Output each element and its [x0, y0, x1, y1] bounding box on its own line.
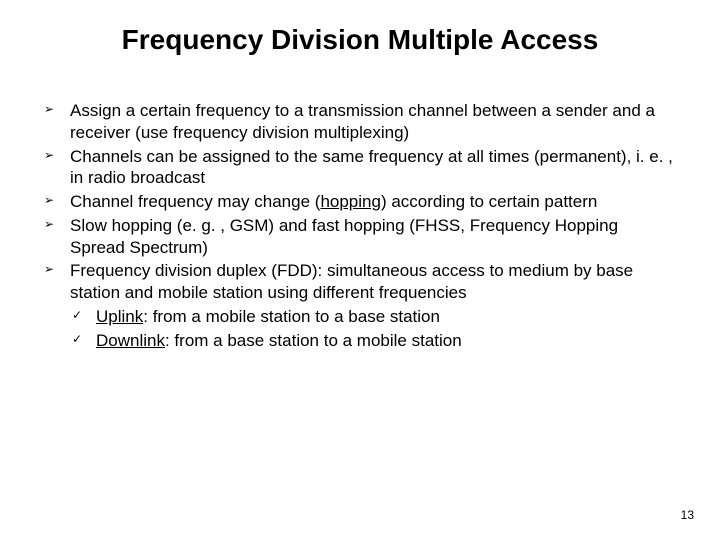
bullet-text: Frequency division duplex (FDD): simulta… — [70, 261, 633, 302]
list-item: Channels can be assigned to the same fre… — [44, 146, 676, 190]
bullet-text: Assign a certain frequency to a transmis… — [70, 101, 655, 142]
bullet-text: : from a base station to a mobile statio… — [165, 331, 462, 350]
list-item: Assign a certain frequency to a transmis… — [44, 100, 676, 144]
list-item: Uplink: from a mobile station to a base … — [70, 306, 676, 328]
bullet-text: : from a mobile station to a base statio… — [143, 307, 440, 326]
slide-title: Frequency Division Multiple Access — [0, 24, 720, 56]
bullet-text: Channel frequency may change ( — [70, 192, 320, 211]
sub-bullet-list: Uplink: from a mobile station to a base … — [70, 306, 676, 352]
list-item: Frequency division duplex (FDD): simulta… — [44, 260, 676, 351]
list-item: Slow hopping (e. g. , GSM) and fast hopp… — [44, 215, 676, 259]
bullet-text: Slow hopping (e. g. , GSM) and fast hopp… — [70, 216, 618, 257]
bullet-text: Channels can be assigned to the same fre… — [70, 147, 673, 188]
bullet-text: ) according to certain pattern — [381, 192, 597, 211]
underlined-term: Downlink — [96, 331, 165, 350]
slide: Frequency Division Multiple Access Assig… — [0, 0, 720, 540]
bullet-list: Assign a certain frequency to a transmis… — [44, 100, 676, 351]
slide-body: Assign a certain frequency to a transmis… — [44, 100, 676, 353]
list-item: Downlink: from a base station to a mobil… — [70, 330, 676, 352]
list-item: Channel frequency may change (hopping) a… — [44, 191, 676, 213]
underlined-term: Uplink — [96, 307, 143, 326]
page-number: 13 — [681, 508, 694, 522]
underlined-term: hopping — [320, 192, 381, 211]
